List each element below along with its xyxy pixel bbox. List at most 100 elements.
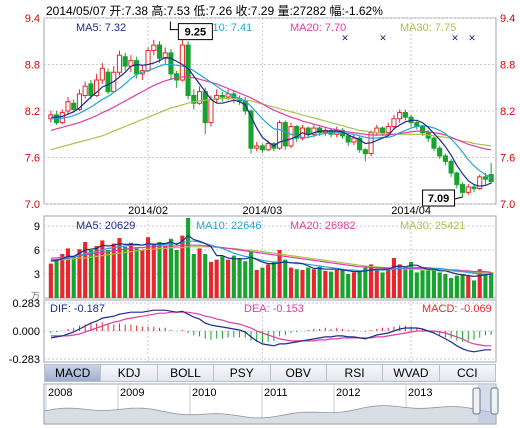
volume-bar	[431, 270, 437, 298]
volume-ma10-line	[50, 240, 492, 276]
volume-bar	[151, 243, 156, 298]
volume-bar	[483, 274, 488, 298]
volume-bar	[146, 237, 151, 298]
candle-body	[156, 44, 163, 59]
volume-bar	[226, 259, 231, 298]
candle-body	[116, 54, 123, 73]
volume-ytick: 9	[34, 221, 40, 233]
candle-body	[454, 172, 460, 186]
volume-bar	[328, 271, 334, 298]
candle-body	[191, 95, 197, 104]
volume-bar	[134, 248, 139, 298]
candle-body	[448, 160, 454, 174]
volume-bar	[54, 259, 59, 298]
tab-boll[interactable]: BOLL	[156, 364, 214, 382]
candle-body	[82, 85, 88, 96]
macd-ytick: -0.283	[9, 354, 40, 366]
candle-body	[145, 50, 151, 72]
volume-bar	[197, 248, 202, 298]
price-ytick-right: 8.8	[500, 60, 515, 72]
candle-body	[105, 71, 111, 93]
candle-body	[471, 186, 477, 189]
tab-psy[interactable]: PSY	[213, 364, 270, 382]
volume-bar	[357, 270, 362, 298]
volume-bar	[157, 242, 162, 298]
volume-bar	[48, 263, 53, 298]
volume-bar	[105, 250, 111, 298]
price-ytick-left: 7.0	[25, 199, 40, 211]
overview-year-label: 2010	[192, 387, 216, 399]
overview-handle-left[interactable]	[472, 387, 481, 415]
max-label: 9.25	[185, 27, 206, 39]
volume-bar	[283, 259, 288, 298]
tab-wvad[interactable]: WVAD	[382, 364, 439, 382]
volume-bar	[426, 269, 431, 298]
volume-bar	[123, 246, 128, 298]
volume-ma30-line	[50, 246, 492, 274]
volume-bar	[437, 272, 442, 298]
volume-bar	[334, 270, 339, 298]
candle-body	[402, 112, 408, 118]
candle-body	[99, 67, 105, 81]
volume-bar	[363, 267, 368, 298]
volume-bar	[94, 246, 99, 298]
volume-bar	[300, 270, 305, 298]
tab-kdj[interactable]: KDJ	[100, 364, 157, 382]
candle-body	[477, 176, 483, 189]
candle-body	[419, 126, 426, 134]
price-ytick-left: 8.2	[25, 106, 40, 118]
tab-macd[interactable]: MACD	[44, 364, 101, 382]
candle-body	[71, 102, 77, 110]
volume-bar	[271, 262, 276, 298]
volume-ytick: 6	[34, 245, 40, 257]
volume-bar	[306, 267, 311, 298]
volume-bar	[140, 250, 145, 298]
volume-bar	[351, 272, 356, 298]
tab-obv[interactable]: OBV	[269, 364, 326, 382]
volume-ma20-line	[50, 244, 492, 273]
candle-body	[151, 44, 157, 52]
candle-body	[214, 95, 220, 100]
price-ytick-left: 9.4	[25, 13, 40, 25]
candle-body	[202, 91, 208, 124]
volume-bar	[460, 274, 465, 298]
overview-handle-right[interactable]	[490, 387, 499, 415]
volume-bar	[317, 266, 322, 298]
indicator-tabs: MACD KDJ BOLL PSY OBV RSI WVAD CCI	[44, 364, 496, 382]
price-ytick-right: 7.6	[500, 153, 515, 165]
volume-bar	[214, 259, 219, 298]
dif-line	[50, 309, 492, 353]
candle-body	[134, 60, 140, 75]
candle-body	[431, 137, 437, 149]
volume-bar	[220, 256, 225, 298]
candle-body	[305, 127, 311, 135]
volume-bar	[180, 235, 185, 298]
candle-body	[76, 93, 83, 110]
ma30-label: MA30: 7.75	[400, 22, 456, 34]
volume-bar	[163, 246, 168, 298]
overview-area	[43, 405, 497, 425]
ma5-label: MA5: 7.32	[76, 22, 126, 34]
candle-body	[482, 176, 488, 180]
ma20-label: MA20: 7.70	[290, 22, 346, 34]
candle-body	[168, 52, 174, 75]
candle-body	[265, 143, 271, 151]
volume-bar	[449, 278, 454, 298]
volume-bar	[374, 269, 379, 298]
volume-bar	[454, 275, 459, 298]
tab-rsi[interactable]: RSI	[325, 364, 383, 382]
volume-bar	[397, 264, 402, 298]
volume-bar	[83, 242, 88, 298]
min-callout-line	[454, 196, 463, 200]
tab-cci[interactable]: CCI	[438, 364, 496, 382]
volume-bar	[71, 256, 76, 298]
volume-bar	[174, 250, 179, 298]
candle-body	[254, 145, 260, 149]
dea-label: DEA: -0.153	[244, 303, 304, 315]
macd-ytick: 0.000	[12, 326, 40, 338]
volume-bar	[466, 275, 471, 298]
volume-bar	[420, 270, 425, 298]
volume-bar	[380, 272, 385, 298]
marker-icon: ✕	[379, 33, 387, 43]
